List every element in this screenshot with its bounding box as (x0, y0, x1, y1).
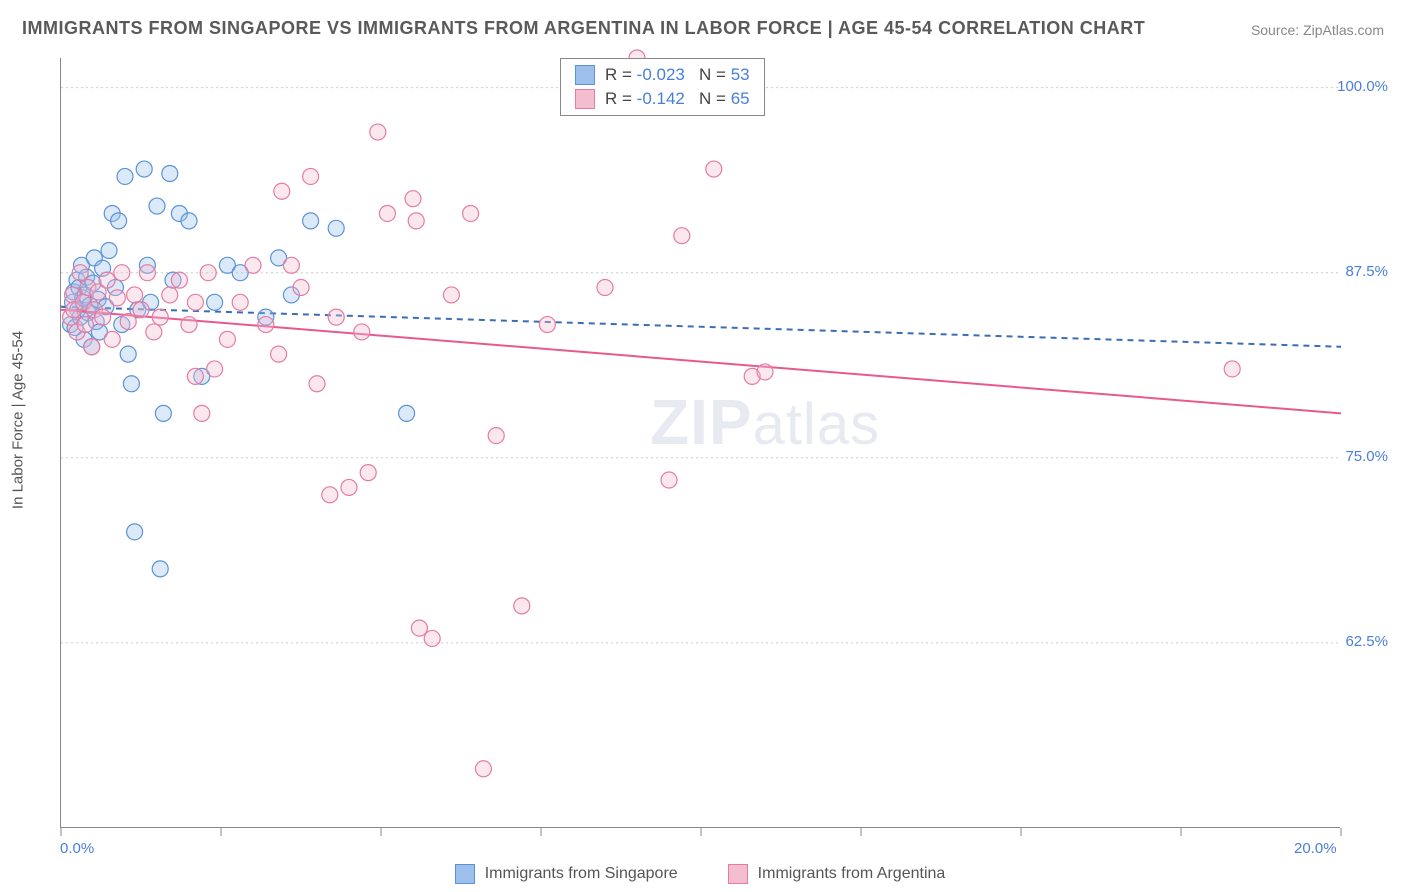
legend-label: Immigrants from Argentina (758, 865, 946, 883)
data-point-argentina (1224, 361, 1240, 377)
data-point-argentina (146, 324, 162, 340)
data-point-argentina (109, 290, 125, 306)
bottom-legend-item: Immigrants from Argentina (728, 864, 946, 884)
data-point-argentina (114, 265, 130, 281)
data-point-argentina (309, 376, 325, 392)
data-point-argentina (475, 761, 491, 777)
y-tick-label: 62.5% (1345, 633, 1388, 650)
bottom-legend: Immigrants from Singapore Immigrants from… (60, 864, 1340, 884)
y-tick-label: 100.0% (1337, 78, 1388, 95)
data-point-argentina (283, 257, 299, 273)
regression-line-argentina (61, 310, 1341, 414)
x-tick-label: 20.0% (1294, 840, 1337, 857)
data-point-argentina (72, 265, 88, 281)
data-point-singapore (120, 346, 136, 362)
data-point-singapore (162, 166, 178, 182)
data-point-argentina (303, 168, 319, 184)
data-point-singapore (149, 198, 165, 214)
data-point-argentina (597, 280, 613, 296)
data-point-singapore (399, 405, 415, 421)
data-point-argentina (274, 183, 290, 199)
data-point-argentina (514, 598, 530, 614)
data-point-argentina (674, 228, 690, 244)
data-point-argentina (322, 487, 338, 503)
bottom-legend-item: Immigrants from Singapore (455, 864, 678, 884)
data-point-argentina (133, 302, 149, 318)
data-point-argentina (328, 309, 344, 325)
data-point-argentina (77, 317, 93, 333)
data-point-argentina (181, 317, 197, 333)
data-point-argentina (219, 331, 235, 347)
source-attribution: Source: ZipAtlas.com (1251, 22, 1384, 38)
data-point-argentina (120, 314, 136, 330)
data-point-argentina (258, 317, 274, 333)
data-point-argentina (293, 280, 309, 296)
legend-label: Immigrants from Singapore (485, 865, 678, 883)
data-point-argentina (200, 265, 216, 281)
data-point-argentina (84, 339, 100, 355)
data-point-argentina (408, 213, 424, 229)
data-point-argentina (757, 364, 773, 380)
stats-legend: R = -0.023 N = 53R = -0.142 N = 65 (560, 58, 765, 116)
data-point-singapore (101, 243, 117, 259)
data-point-argentina (661, 472, 677, 488)
data-point-argentina (187, 368, 203, 384)
regression-line-singapore (61, 307, 1341, 347)
legend-swatch (455, 864, 475, 884)
data-point-singapore (117, 168, 133, 184)
y-axis-label: In Labor Force | Age 45-54 (10, 331, 27, 509)
data-point-argentina (354, 324, 370, 340)
data-point-singapore (152, 561, 168, 577)
data-point-singapore (123, 376, 139, 392)
scatter-svg (61, 58, 1340, 827)
plot-area (60, 58, 1340, 828)
chart-container: IMMIGRANTS FROM SINGAPORE VS IMMIGRANTS … (0, 0, 1406, 892)
data-point-argentina (99, 272, 115, 288)
data-point-argentina (379, 205, 395, 221)
data-point-singapore (328, 220, 344, 236)
data-point-argentina (127, 287, 143, 303)
data-point-singapore (127, 524, 143, 540)
data-point-argentina (341, 479, 357, 495)
legend-swatch (575, 65, 595, 85)
data-point-argentina (411, 620, 427, 636)
data-point-singapore (136, 161, 152, 177)
data-point-argentina (194, 405, 210, 421)
data-point-argentina (232, 294, 248, 310)
data-point-singapore (111, 213, 127, 229)
data-point-argentina (539, 317, 555, 333)
data-point-argentina (95, 309, 111, 325)
data-point-argentina (463, 205, 479, 221)
y-tick-label: 75.0% (1345, 448, 1388, 465)
data-point-argentina (424, 630, 440, 646)
stats-legend-row: R = -0.142 N = 65 (575, 87, 750, 111)
legend-swatch (728, 864, 748, 884)
data-point-argentina (360, 465, 376, 481)
data-point-argentina (162, 287, 178, 303)
data-point-argentina (152, 309, 168, 325)
data-point-argentina (370, 124, 386, 140)
y-tick-label: 87.5% (1345, 263, 1388, 280)
data-point-argentina (706, 161, 722, 177)
data-point-argentina (405, 191, 421, 207)
data-point-singapore (181, 213, 197, 229)
data-point-singapore (155, 405, 171, 421)
chart-title: IMMIGRANTS FROM SINGAPORE VS IMMIGRANTS … (22, 18, 1145, 39)
data-point-argentina (443, 287, 459, 303)
data-point-argentina (139, 265, 155, 281)
data-point-argentina (187, 294, 203, 310)
data-point-argentina (271, 346, 287, 362)
data-point-argentina (245, 257, 261, 273)
data-point-argentina (207, 361, 223, 377)
data-point-singapore (207, 294, 223, 310)
data-point-singapore (303, 213, 319, 229)
stats-legend-row: R = -0.023 N = 53 (575, 63, 750, 87)
data-point-argentina (488, 428, 504, 444)
x-tick-label: 0.0% (60, 840, 94, 857)
legend-swatch (575, 89, 595, 109)
data-point-argentina (104, 331, 120, 347)
data-point-argentina (171, 272, 187, 288)
